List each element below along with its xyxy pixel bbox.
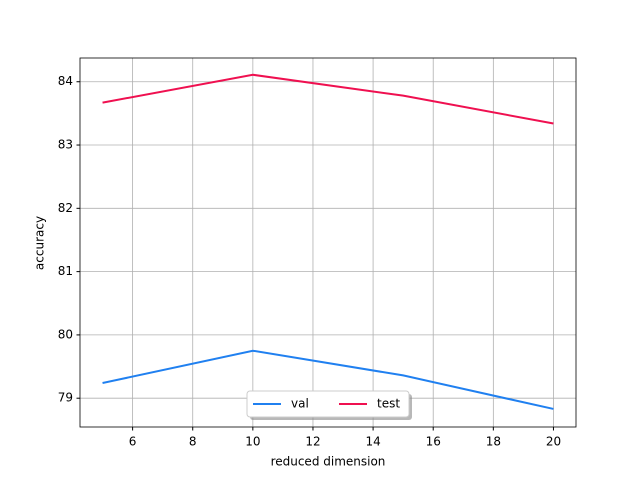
x-axis-label: reduced dimension <box>271 455 386 469</box>
x-tick-label: 20 <box>546 435 561 449</box>
x-tick-label: 12 <box>305 435 320 449</box>
y-tick-label: 81 <box>58 264 73 278</box>
data-line <box>102 349 554 410</box>
x-tick-label: 14 <box>365 435 380 449</box>
legend-label: val <box>291 397 309 411</box>
legend-label: test <box>377 397 400 411</box>
y-tick-label: 83 <box>58 138 73 152</box>
y-tick-label: 80 <box>58 327 73 341</box>
y-tick-label: 82 <box>58 201 73 215</box>
y-axis-label: accuracy <box>33 216 47 270</box>
plot-frame <box>79 57 577 428</box>
x-tick-label: 10 <box>245 435 260 449</box>
data-line <box>102 73 554 125</box>
legend <box>246 390 410 418</box>
x-tick-label: 16 <box>426 435 441 449</box>
y-tick-label: 84 <box>58 74 73 88</box>
y-tick-label: 79 <box>58 391 73 405</box>
x-tick-label: 8 <box>189 435 197 449</box>
x-tick-label: 6 <box>129 435 137 449</box>
x-tick-label: 18 <box>486 435 501 449</box>
